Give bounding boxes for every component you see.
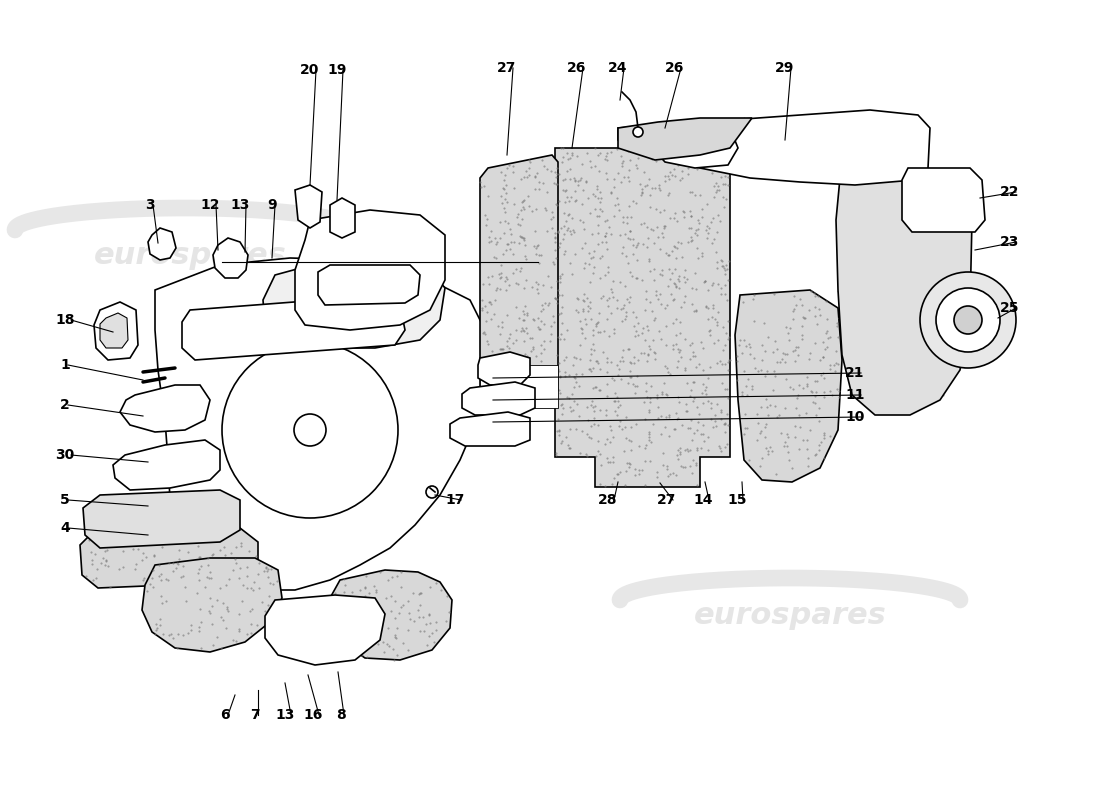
Text: 23: 23 xyxy=(1000,235,1020,249)
Polygon shape xyxy=(100,313,128,348)
Polygon shape xyxy=(295,185,322,228)
Polygon shape xyxy=(652,125,738,168)
Text: 13: 13 xyxy=(275,708,295,722)
Text: 22: 22 xyxy=(1000,185,1020,199)
Polygon shape xyxy=(480,365,558,408)
Polygon shape xyxy=(735,290,842,482)
Text: 1: 1 xyxy=(60,358,70,372)
Polygon shape xyxy=(836,168,972,415)
Polygon shape xyxy=(618,110,930,185)
Text: 7: 7 xyxy=(250,708,260,722)
Polygon shape xyxy=(618,118,752,160)
Text: 3: 3 xyxy=(145,198,155,212)
Polygon shape xyxy=(82,490,240,548)
Text: 17: 17 xyxy=(446,493,464,507)
Text: 16: 16 xyxy=(304,708,322,722)
Polygon shape xyxy=(80,528,258,588)
Text: 4: 4 xyxy=(60,521,70,535)
Circle shape xyxy=(936,288,1000,352)
Text: 27: 27 xyxy=(658,493,676,507)
Circle shape xyxy=(632,127,644,137)
Circle shape xyxy=(426,486,438,498)
Polygon shape xyxy=(148,228,176,260)
Text: 8: 8 xyxy=(337,708,345,722)
Polygon shape xyxy=(182,295,405,360)
Text: 26: 26 xyxy=(666,61,684,75)
Polygon shape xyxy=(902,168,985,232)
Text: 24: 24 xyxy=(608,61,628,75)
Text: 5: 5 xyxy=(60,493,70,507)
Polygon shape xyxy=(318,265,420,305)
Text: 10: 10 xyxy=(845,410,865,424)
Polygon shape xyxy=(142,558,282,652)
Text: 28: 28 xyxy=(598,493,618,507)
Text: 27: 27 xyxy=(497,61,517,75)
Text: 19: 19 xyxy=(328,63,346,77)
Text: 25: 25 xyxy=(1000,301,1020,315)
Polygon shape xyxy=(330,198,355,238)
Text: 29: 29 xyxy=(776,61,794,75)
Text: 2: 2 xyxy=(60,398,70,412)
Polygon shape xyxy=(263,260,446,348)
Polygon shape xyxy=(295,210,446,330)
Text: eurospares: eurospares xyxy=(694,601,887,630)
Polygon shape xyxy=(450,412,530,446)
Text: 21: 21 xyxy=(845,366,865,380)
Text: 9: 9 xyxy=(267,198,277,212)
Polygon shape xyxy=(94,302,138,360)
Text: 15: 15 xyxy=(727,493,747,507)
Text: 13: 13 xyxy=(230,198,250,212)
Polygon shape xyxy=(478,352,530,385)
Circle shape xyxy=(920,272,1016,368)
Text: eurospares: eurospares xyxy=(94,241,286,270)
Polygon shape xyxy=(113,440,220,490)
Text: 6: 6 xyxy=(220,708,230,722)
Text: 20: 20 xyxy=(300,63,320,77)
Polygon shape xyxy=(462,382,535,415)
Text: 26: 26 xyxy=(568,61,586,75)
Text: 30: 30 xyxy=(55,448,75,462)
Text: 12: 12 xyxy=(200,198,220,212)
Text: 11: 11 xyxy=(845,388,865,402)
Polygon shape xyxy=(120,385,210,432)
Polygon shape xyxy=(480,155,558,408)
Polygon shape xyxy=(213,238,248,278)
Circle shape xyxy=(954,306,982,334)
Polygon shape xyxy=(265,595,385,665)
Text: 18: 18 xyxy=(55,313,75,327)
Polygon shape xyxy=(330,570,452,660)
Circle shape xyxy=(222,342,398,518)
Polygon shape xyxy=(155,258,490,590)
Polygon shape xyxy=(556,148,730,487)
Circle shape xyxy=(294,414,326,446)
Text: 14: 14 xyxy=(693,493,713,507)
